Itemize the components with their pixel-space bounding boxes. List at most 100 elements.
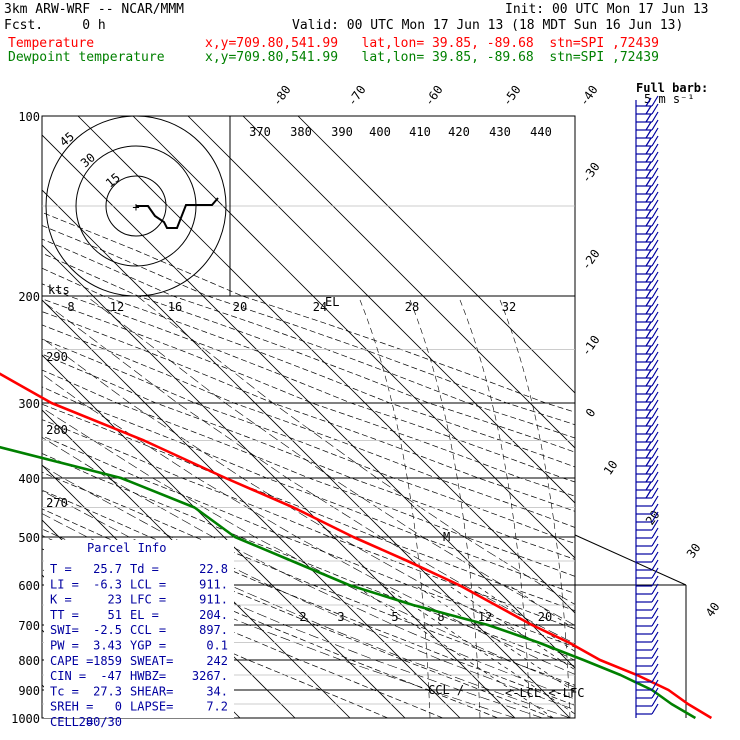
dewpoint-line	[0, 445, 697, 720]
isotherm-line	[0, 116, 20, 718]
hodograph-ring-label: 45	[57, 129, 77, 149]
isotherm-label: 20	[643, 508, 663, 528]
wind-speed-label: 20	[233, 300, 247, 314]
wind-barb-flag	[651, 343, 659, 355]
parcel-row-label: LFC =	[130, 593, 166, 607]
wind-barb-flag	[651, 687, 659, 699]
wind-barb-flag	[651, 639, 659, 651]
wind-barb-flag	[645, 257, 652, 267]
wind-barb-flag	[651, 143, 659, 155]
wind-barb-flag	[645, 409, 652, 419]
pressure-label: 800	[18, 654, 40, 668]
wind-barb-flag	[651, 487, 659, 499]
parcel-row-value: 27.3	[93, 684, 122, 698]
parcel-row-value: 22.8	[199, 562, 228, 576]
wind-barb-flag	[651, 575, 659, 587]
hodograph-ring	[105, 175, 167, 237]
wind-barb-flag	[645, 481, 652, 491]
wind-barb-flag	[651, 567, 659, 579]
wind-barb-flag	[651, 199, 659, 211]
isotherm-line	[187, 116, 575, 504]
parcel-row-label: CELL =	[50, 715, 93, 729]
valid-time: Valid: 00 UTC Mon 17 Jun 13 (18 MDT Sun …	[292, 18, 684, 33]
isotherm-line	[77, 116, 575, 614]
pressure-label: 200	[18, 290, 40, 304]
wind-barb-flag	[645, 449, 652, 459]
barb-legend-units: 5 m s⁻¹	[644, 92, 695, 106]
wind-barb-flag	[645, 209, 652, 219]
wind-barb-flag	[651, 623, 659, 635]
wind-barb-flag	[645, 441, 652, 451]
wind-barb-flag	[651, 495, 659, 507]
parcel-row-label: K =	[50, 593, 72, 607]
wind-barb-flag	[651, 479, 659, 491]
wind-barb-flag	[651, 407, 659, 419]
wind-barb-flag	[645, 425, 652, 435]
wind-barb-flag	[651, 607, 659, 619]
parcel-row-value: 911.	[199, 593, 228, 607]
el-annotation: EL	[325, 295, 339, 309]
wind-barb-flag	[651, 431, 659, 443]
theta-label: 270	[46, 496, 68, 510]
wind-barb-flag	[645, 321, 652, 331]
parcel-info-box: Parcel Info T = 25.7 Td = 22.8 LI = -6.3 LCL = 9…	[44, 540, 234, 729]
parcel-row-label: SWI=	[50, 623, 79, 637]
wind-barb-flag	[645, 473, 652, 483]
wind-barb-flag	[651, 671, 659, 683]
parcel-row-label: HWBZ=	[130, 669, 166, 683]
wind-barb-flag	[651, 423, 659, 435]
parcel-row-value: 25.7	[93, 562, 122, 576]
wind-barb-flag	[651, 463, 659, 475]
parcel-row-value: 911.	[199, 577, 228, 591]
parcel-row-label: TT =	[50, 608, 79, 622]
wind-barb-flag	[651, 135, 659, 147]
parcel-row-value: -2.5	[93, 623, 122, 637]
pressure-label: 500	[18, 531, 40, 545]
parcel-row-label: SHEAR=	[130, 684, 173, 698]
wind-barb-flag	[651, 271, 659, 283]
hodograph-ring	[45, 115, 227, 297]
mixing-ratio-label: 3	[337, 610, 344, 624]
pressure-label: 100	[18, 110, 40, 124]
dewpoint-location: x,y=709.80,541.99 lat,lon= 39.85, -89.68…	[205, 50, 659, 65]
wind-speed-label: 32	[502, 300, 516, 314]
wind-barb-flag	[651, 391, 659, 403]
wind-barb-flag	[645, 193, 652, 203]
parcel-row-value: 7.2	[206, 700, 228, 714]
wind-barb-flag	[651, 415, 659, 427]
wind-barb-flag	[651, 535, 659, 547]
wind-barb-flag	[651, 511, 659, 523]
hodograph-ring-label: 15	[103, 170, 123, 190]
wind-barb-flag	[651, 527, 659, 539]
mixing-ratio-label: 2	[299, 610, 306, 624]
parcel-row-label: T =	[50, 562, 72, 576]
pressure-label: 400	[18, 472, 40, 486]
wind-barb-flag	[651, 167, 659, 179]
wind-speed-label: 28	[405, 300, 419, 314]
wind-barb-flag	[651, 247, 659, 259]
wind-barb-flag	[651, 519, 659, 531]
parcel-row-value: 51	[108, 608, 122, 622]
wind-barb-flag	[651, 239, 659, 251]
pressure-label: 700	[18, 619, 40, 633]
wind-barb-flag	[651, 583, 659, 595]
isotherm-line	[42, 409, 351, 718]
theta-label: 280	[46, 423, 68, 437]
theta-label: 420	[448, 125, 470, 139]
parcel-row-label: PW =	[50, 639, 79, 653]
wind-barb-flag	[651, 231, 659, 243]
pressure-label: 300	[18, 397, 40, 411]
wind-barb-flag	[651, 471, 659, 483]
wind-barb-flag	[645, 273, 652, 283]
wind-barb-flag	[651, 159, 659, 171]
hodograph-trace	[136, 197, 219, 229]
wind-barb-flag	[651, 127, 659, 139]
wind-barb-flag	[651, 399, 659, 411]
wind-barb-flag	[651, 287, 659, 299]
wind-barb-flag	[645, 305, 652, 315]
parcel-row-label: LAPSE=	[130, 700, 173, 714]
isotherm-label: -20	[579, 247, 603, 273]
wind-barb-flag	[645, 465, 652, 475]
isotherm-label: -40	[577, 83, 601, 109]
theta-label: 370	[249, 125, 271, 139]
